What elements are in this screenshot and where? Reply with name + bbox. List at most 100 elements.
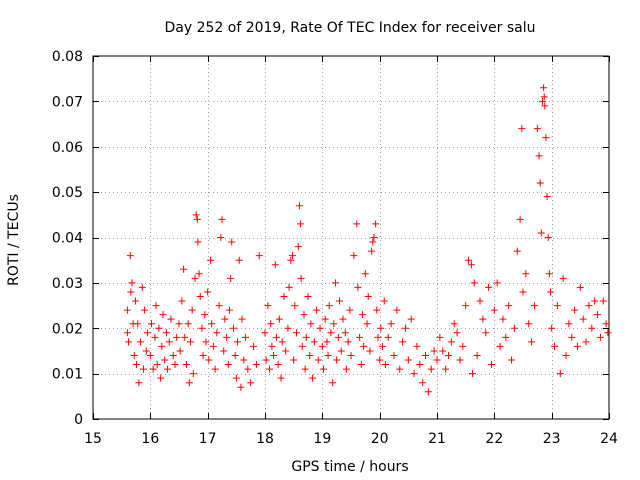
data-point [157, 374, 165, 382]
data-point [202, 338, 210, 346]
y-tick-label: 0.07 [52, 94, 83, 110]
data-point [282, 347, 290, 355]
data-point [193, 215, 201, 223]
data-point [490, 306, 498, 314]
data-point [198, 324, 206, 332]
data-point [185, 379, 193, 387]
data-point [358, 311, 366, 319]
data-point [599, 297, 607, 305]
data-point [211, 365, 219, 373]
data-point [293, 329, 301, 337]
data-point [123, 329, 131, 337]
data-point [341, 329, 349, 337]
data-point [272, 333, 280, 341]
data-point [284, 324, 292, 332]
data-point [540, 84, 548, 92]
data-point [376, 356, 384, 364]
data-point [439, 347, 447, 355]
data-point [372, 220, 380, 228]
data-point [196, 292, 204, 300]
data-point [227, 274, 235, 282]
data-point [247, 379, 255, 387]
data-point [238, 315, 246, 323]
data-point [424, 388, 432, 396]
data-point [381, 361, 389, 369]
x-tick-label: 16 [141, 431, 159, 447]
data-point [135, 379, 143, 387]
x-tick-label: 23 [543, 431, 561, 447]
data-point [559, 274, 567, 282]
data-point [167, 315, 175, 323]
data-point [131, 297, 139, 305]
data-point [462, 302, 470, 310]
data-point [127, 288, 135, 296]
data-point [309, 374, 317, 382]
data-point [485, 283, 493, 291]
data-point [401, 324, 409, 332]
data-point [579, 315, 587, 323]
data-point [542, 134, 550, 142]
y-tick-label: 0.03 [52, 276, 83, 292]
data-point [360, 342, 368, 350]
data-point [173, 333, 181, 341]
y-tick-label: 0 [74, 412, 83, 428]
x-tick-label: 20 [371, 431, 389, 447]
data-point [316, 324, 324, 332]
data-point [547, 288, 555, 296]
x-tick-label: 15 [84, 431, 102, 447]
data-point [176, 347, 184, 355]
grid-lines [93, 56, 609, 419]
data-point [476, 297, 484, 305]
data-point [369, 238, 377, 246]
data-point [213, 329, 221, 337]
data-point [302, 333, 310, 341]
data-point [139, 365, 147, 373]
data-point [422, 351, 430, 359]
data-point [416, 361, 424, 369]
data-point [223, 333, 231, 341]
y-tick-label: 0.04 [52, 231, 83, 247]
data-point [374, 333, 382, 341]
data-point [277, 374, 285, 382]
data-points [123, 84, 612, 396]
data-point [300, 311, 308, 319]
data-point [556, 370, 564, 378]
data-point [596, 333, 604, 341]
data-point [433, 356, 441, 364]
data-point [516, 215, 524, 223]
data-point [329, 379, 337, 387]
data-point [162, 329, 170, 337]
data-point [217, 234, 225, 241]
data-point [390, 351, 398, 359]
data-point [262, 356, 270, 364]
data-point [337, 347, 345, 355]
data-point [237, 383, 245, 391]
data-point [134, 320, 142, 328]
data-point [225, 306, 233, 314]
data-point [295, 202, 303, 210]
data-point [294, 243, 302, 251]
data-point [182, 361, 190, 369]
data-point [533, 125, 541, 133]
data-point [301, 365, 309, 373]
data-point [370, 234, 378, 241]
data-point [396, 365, 404, 373]
data-point [147, 320, 155, 328]
data-point [244, 365, 252, 373]
data-point [553, 302, 561, 310]
data-point [207, 256, 215, 264]
data-point [540, 93, 548, 101]
data-point [407, 315, 415, 323]
data-point [353, 220, 361, 228]
data-point [184, 320, 192, 328]
data-point [373, 306, 381, 314]
data-point [287, 256, 295, 264]
data-point [250, 342, 258, 350]
data-point [327, 329, 335, 337]
data-point [130, 351, 138, 359]
data-point [275, 315, 283, 323]
data-point [350, 252, 358, 260]
data-point [571, 306, 579, 314]
x-tick-label: 22 [485, 431, 503, 447]
data-point [505, 302, 513, 310]
